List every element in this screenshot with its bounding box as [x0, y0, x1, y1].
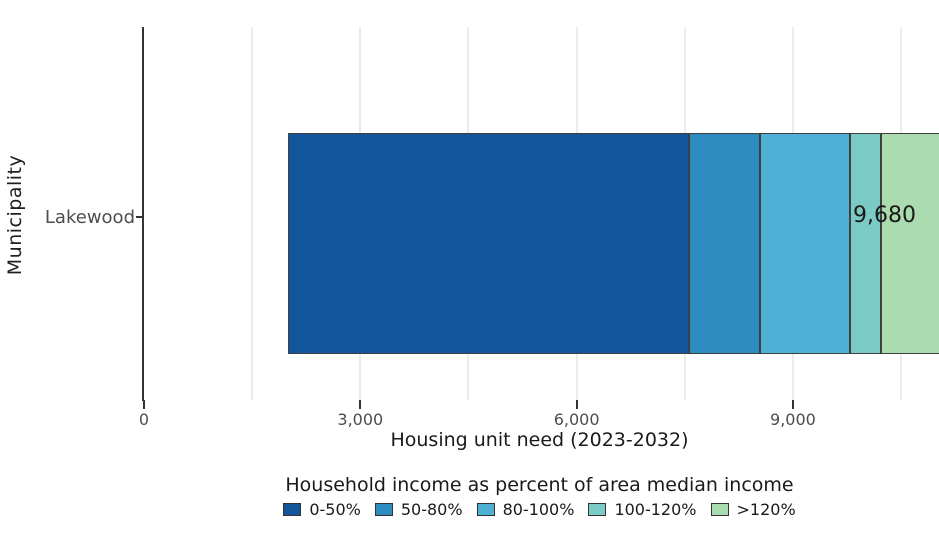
legend-items: 0-50% 50-80% 80-100% 100-120% >120% — [144, 500, 935, 519]
y-axis-line — [142, 27, 144, 401]
legend-item: >120% — [710, 500, 796, 519]
x-tick-label: 3,000 — [337, 410, 384, 429]
gridline — [251, 27, 254, 400]
y-category-label-lakewood: Lakewood — [44, 207, 135, 228]
plot-panel — [144, 27, 939, 400]
x-axis-title: Housing unit need (2023-2032) — [390, 429, 689, 451]
bar-segment-120 — [880, 133, 939, 354]
legend-label: 100-120% — [614, 500, 697, 519]
bar-segment-0-50 — [288, 133, 689, 354]
x-axis-tick — [791, 400, 794, 409]
legend-swatch — [283, 503, 302, 516]
legend: Household income as percent of area medi… — [144, 474, 935, 519]
x-tick-label: 0 — [138, 410, 150, 429]
bar-segment-80-100 — [759, 133, 851, 354]
x-tick-label: 9,000 — [770, 410, 816, 429]
x-axis-tick — [575, 400, 578, 409]
legend-swatch — [476, 503, 495, 516]
legend-title: Household income as percent of area medi… — [285, 474, 794, 496]
legend-item: 0-50% — [283, 500, 361, 519]
legend-label: 80-100% — [502, 500, 575, 519]
legend-item: 50-80% — [374, 500, 463, 519]
legend-item: 100-120% — [588, 500, 697, 519]
legend-label: 0-50% — [309, 500, 361, 519]
bar-segment-100-120 — [850, 133, 881, 354]
y-axis-tick — [136, 216, 143, 218]
legend-swatch — [374, 503, 393, 516]
bar-segment-50-80 — [688, 133, 760, 354]
legend-label: >120% — [736, 500, 796, 519]
x-axis-tick — [143, 400, 145, 409]
legend-item: 80-100% — [476, 500, 575, 519]
legend-swatch — [710, 503, 729, 516]
bar-total-label: 9,680 — [853, 203, 916, 228]
x-axis-tick — [359, 400, 362, 409]
legend-swatch — [588, 503, 607, 516]
legend-label: 50-80% — [400, 500, 463, 519]
x-tick-label: 6,000 — [553, 410, 600, 429]
